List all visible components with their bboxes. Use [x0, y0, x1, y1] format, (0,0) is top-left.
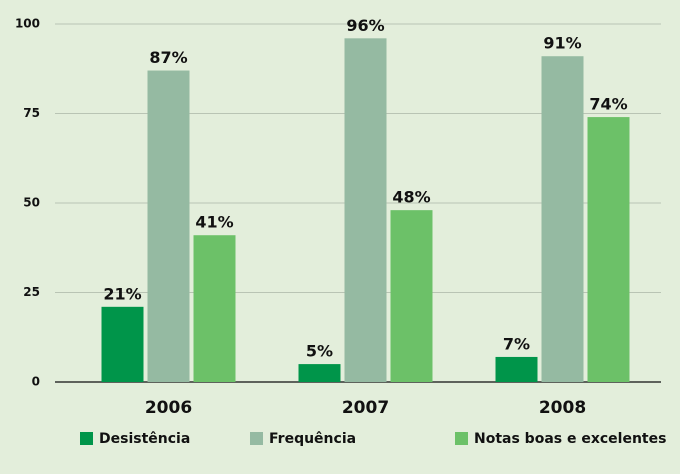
legend-swatch: [250, 432, 263, 445]
value-label: 87%: [149, 48, 187, 67]
bar: [495, 356, 538, 382]
x-tick-label: 2007: [342, 398, 389, 418]
y-tick-label: 0: [32, 375, 40, 389]
bar: [193, 235, 236, 382]
bar: [587, 117, 630, 382]
legend-swatch: [80, 432, 93, 445]
y-tick-label: 25: [23, 285, 40, 299]
value-label: 41%: [195, 213, 233, 232]
legend-label: Desistência: [99, 431, 190, 447]
value-label: 91%: [543, 34, 581, 53]
legend-label: Notas boas e excelentes: [474, 431, 666, 447]
bar: [147, 70, 190, 382]
bar: [298, 364, 341, 382]
value-label: 5%: [306, 342, 333, 361]
legend-swatch: [455, 432, 468, 445]
x-tick-label: 2006: [145, 398, 192, 418]
x-tick-label: 2008: [539, 398, 586, 418]
value-label: 48%: [392, 188, 430, 207]
bar: [344, 38, 387, 382]
y-tick-label: 50: [23, 196, 40, 210]
y-tick-label: 100: [15, 17, 40, 31]
value-label: 74%: [589, 95, 627, 114]
value-label: 21%: [103, 284, 141, 303]
value-label: 96%: [346, 16, 384, 35]
legend-label: Frequência: [269, 431, 356, 447]
value-label: 7%: [503, 334, 530, 353]
y-tick-label: 75: [23, 106, 40, 120]
bar: [390, 210, 433, 382]
bar: [541, 56, 584, 382]
bar: [101, 306, 144, 382]
